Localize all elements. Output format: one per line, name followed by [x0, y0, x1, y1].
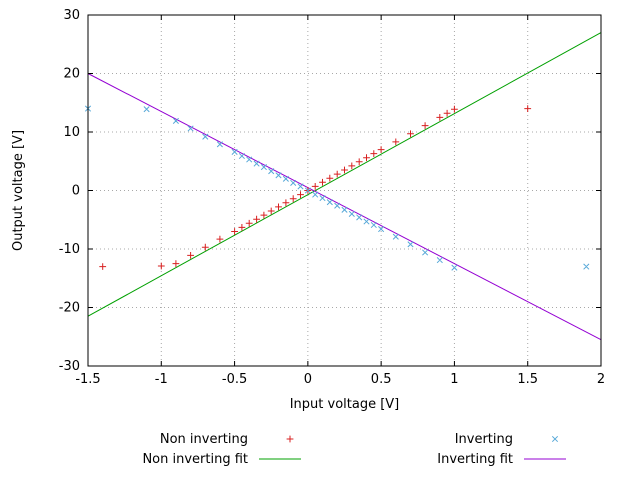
legend-label-inverting: Inverting [455, 432, 513, 447]
legend-marker-cross [551, 435, 559, 443]
x-tick-label: 0 [304, 372, 312, 387]
y-tick-label: 30 [63, 8, 80, 23]
fit-line-inverting-fit [87, 73, 602, 341]
y-tick-label: 10 [63, 125, 80, 140]
x-tick-label: 0.5 [371, 372, 392, 387]
data-points-inverting [84, 105, 590, 271]
x-axis-label: Input voltage [V] [290, 397, 400, 412]
y-axis-label: Output voltage [V] [11, 130, 26, 251]
x-tick-label: -1 [155, 372, 168, 387]
fit-line-non-inverting-fit [87, 32, 602, 317]
y-tick-label: -30 [59, 359, 80, 374]
x-tick-label: 1 [450, 372, 458, 387]
x-tick-label: -0.5 [222, 372, 247, 387]
legend-marker-plus [286, 435, 294, 443]
legend-label-non-inverting-fit: Non inverting fit [142, 452, 248, 467]
y-tick-label: -20 [59, 301, 80, 316]
y-tick-label: -10 [59, 242, 80, 257]
y-tick-label: 20 [63, 67, 80, 82]
legend-label-non-inverting: Non inverting [160, 432, 248, 447]
x-tick-label: -1.5 [75, 372, 100, 387]
legend-label-inverting-fit: Inverting fit [437, 452, 513, 467]
y-tick-label: 0 [72, 184, 80, 199]
x-tick-label: 2 [597, 372, 605, 387]
x-tick-label: 1.5 [517, 372, 538, 387]
data-points-non-inverting [99, 105, 532, 270]
